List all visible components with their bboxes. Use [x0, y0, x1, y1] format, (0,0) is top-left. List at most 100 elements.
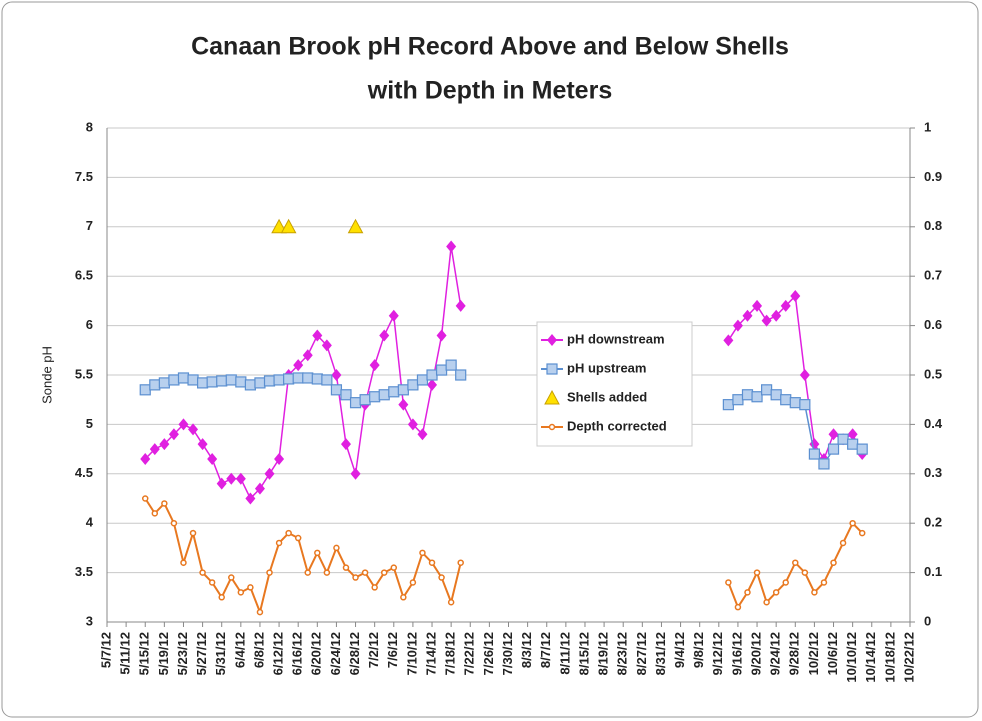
square-marker — [177, 372, 190, 384]
circle-marker — [830, 559, 837, 566]
diamond-marker — [790, 289, 801, 302]
square-marker — [732, 394, 744, 406]
diamond-marker — [149, 443, 160, 456]
diamond-marker — [312, 329, 323, 342]
x-tick-label: 9/24/12 — [768, 632, 783, 675]
square-marker — [856, 443, 868, 455]
x-tick-label: 8/31/12 — [653, 632, 668, 675]
square-marker — [751, 391, 763, 403]
circle-marker — [753, 569, 761, 576]
x-tick-label: 10/14/12 — [863, 632, 878, 683]
y2-tick-label: 0.2 — [924, 515, 942, 530]
x-tick-label: 9/16/12 — [729, 632, 744, 675]
square-marker — [168, 374, 180, 386]
legend-label: pH downstream — [567, 331, 665, 346]
square-marker — [311, 373, 323, 385]
circle-marker — [189, 529, 197, 537]
square-marker — [455, 369, 467, 381]
diamond-marker — [369, 359, 380, 372]
y2-tick-label: 0.4 — [924, 416, 943, 431]
x-tick-label: 8/15/12 — [576, 632, 591, 675]
circle-marker — [380, 569, 388, 576]
circle-marker — [314, 549, 321, 557]
circle-marker — [141, 495, 149, 502]
square-marker — [254, 377, 266, 389]
diamond-marker — [780, 299, 791, 312]
x-tick-label: 7/30/12 — [500, 632, 515, 675]
circle-marker — [256, 608, 264, 616]
circle-marker — [161, 500, 168, 507]
circle-marker — [228, 574, 235, 581]
square-marker — [273, 374, 285, 386]
diamond-marker — [828, 428, 839, 441]
circle-marker — [744, 589, 751, 596]
square-marker — [235, 376, 247, 388]
legend-label: pH upstream — [567, 360, 646, 375]
diamond-marker — [245, 492, 256, 505]
y-tick-label: 8 — [86, 119, 93, 134]
circle-marker — [371, 584, 378, 591]
square-marker — [263, 375, 276, 387]
diamond-marker — [350, 467, 361, 480]
diamond-marker — [723, 334, 734, 347]
square-marker — [416, 374, 429, 386]
x-tick-label: 7/18/12 — [443, 632, 458, 675]
circle-marker — [304, 569, 311, 576]
square-marker — [225, 374, 237, 386]
circle-marker — [858, 529, 866, 537]
x-tick-label: 10/6/12 — [825, 632, 840, 675]
diamond-marker — [140, 452, 151, 465]
diamond-marker — [321, 339, 332, 352]
circle-marker — [725, 579, 732, 586]
x-tick-label: 5/7/12 — [98, 632, 113, 668]
x-tick-label: 7/26/12 — [481, 632, 496, 675]
diamond-marker — [188, 423, 199, 436]
square-marker — [216, 375, 228, 387]
diamond-marker — [379, 329, 390, 342]
circle-marker — [419, 549, 426, 557]
y2-tick-label: 0.5 — [924, 366, 942, 381]
triangle-marker — [271, 218, 287, 234]
diamond-marker — [446, 240, 457, 253]
circle-marker — [438, 574, 445, 581]
circle-marker — [849, 519, 856, 527]
diamond-marker — [178, 418, 189, 431]
x-tick-label: 6/24/12 — [328, 632, 343, 675]
square-marker — [722, 399, 734, 411]
x-tick-label: 6/4/12 — [232, 632, 247, 668]
x-tick-label: 9/28/12 — [787, 632, 802, 675]
diamond-marker — [752, 299, 763, 312]
square-marker — [292, 372, 304, 384]
square-marker — [283, 373, 295, 385]
square-marker — [789, 397, 801, 409]
x-tick-label: 9/12/12 — [710, 632, 725, 675]
square-marker — [369, 391, 381, 403]
square-marker — [206, 376, 218, 388]
x-tick-label: 8/19/12 — [596, 632, 611, 675]
diamond-marker — [216, 477, 227, 490]
chart-subtitle: with Depth in Meters — [367, 77, 612, 105]
circle-marker — [285, 529, 292, 537]
square-marker — [799, 399, 811, 411]
y-tick-label: 5 — [86, 416, 93, 431]
diamond-marker — [388, 309, 399, 322]
y-tick-label: 5.5 — [75, 366, 93, 381]
diamond-marker — [455, 299, 466, 312]
diamond-marker — [235, 472, 246, 485]
square-marker — [770, 389, 782, 401]
diamond-marker — [847, 428, 858, 441]
y-tick-label: 3 — [86, 613, 93, 628]
circle-marker — [409, 579, 417, 586]
circle-marker — [428, 559, 436, 566]
x-tick-label: 9/4/12 — [672, 632, 687, 668]
diamond-marker — [742, 309, 753, 322]
circle-marker — [548, 423, 556, 431]
circle-marker — [361, 569, 369, 576]
legend-box — [536, 321, 693, 447]
x-tick-label: 8/7/12 — [538, 632, 553, 668]
square-marker — [349, 397, 362, 409]
triangle-marker — [544, 389, 560, 405]
y-tick-label: 4.5 — [75, 465, 93, 480]
